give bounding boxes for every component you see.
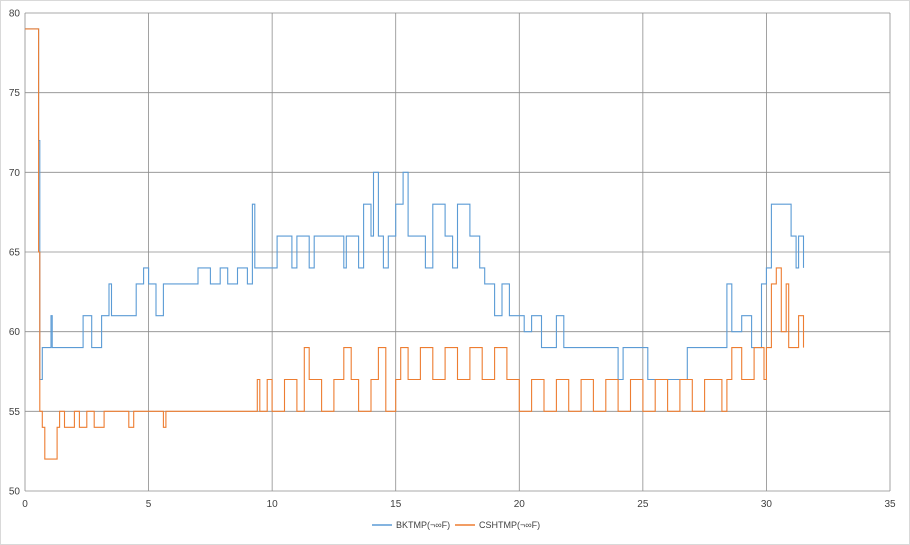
x-tick-label: 10	[267, 499, 279, 510]
series-line-2	[25, 28, 805, 460]
x-tick-label: 15	[390, 499, 402, 510]
y-tick-label: 60	[9, 327, 21, 338]
legend: BKTMP(¬∞F) CSHTMP(¬∞F)	[372, 520, 540, 530]
y-tick-label: 55	[9, 407, 21, 418]
legend-label: CSHTMP(¬∞F)	[479, 520, 540, 530]
x-tick-label: 0	[22, 499, 28, 510]
y-tick-label: 50	[9, 487, 21, 498]
x-tick-label: 20	[514, 499, 526, 510]
x-tick-label: 35	[884, 499, 896, 510]
x-tick-label: 30	[761, 499, 773, 510]
legend-label: BKTMP(¬∞F)	[396, 520, 450, 530]
series-line-1	[25, 28, 805, 381]
axes: 50 55 60 65 70 75 80 0 5 10 15 20 25 30 35	[9, 9, 896, 511]
y-tick-label: 65	[9, 248, 21, 259]
y-tick-label: 70	[9, 168, 21, 179]
y-tick-label: 75	[9, 88, 21, 99]
x-tick-label: 25	[637, 499, 649, 510]
x-tick-label: 5	[146, 499, 152, 510]
y-tick-label: 80	[9, 9, 21, 20]
series-lines	[25, 28, 805, 460]
